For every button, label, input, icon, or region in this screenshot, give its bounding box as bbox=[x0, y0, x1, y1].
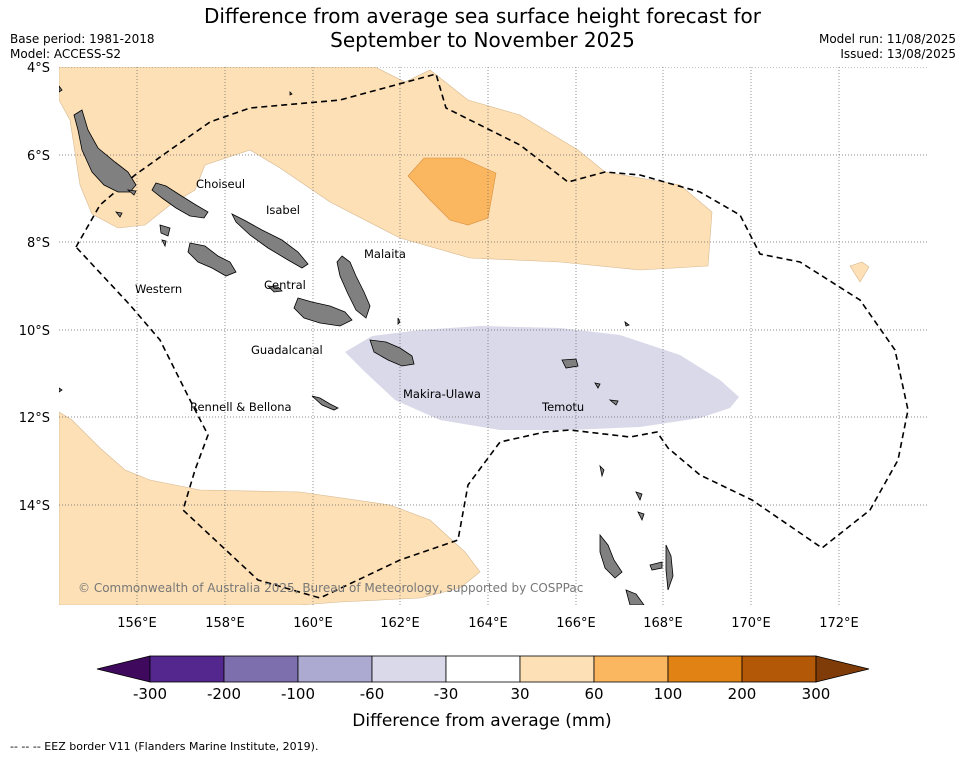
island-banks bbox=[635, 491, 643, 502]
colorbar-label: -60 bbox=[360, 685, 385, 703]
colorbar-arrow-low bbox=[96, 655, 151, 683]
island-rendova bbox=[161, 239, 167, 248]
lon-label: 172°E bbox=[819, 616, 859, 631]
model-run: Model run: 11/08/2025 bbox=[818, 32, 956, 46]
island-malakula bbox=[625, 589, 645, 605]
island-rennell bbox=[311, 395, 339, 411]
island-choiseul bbox=[151, 182, 209, 219]
title-line-1: Difference from average sea surface heig… bbox=[203, 4, 762, 28]
colorbar-segment bbox=[519, 655, 595, 683]
island-treasury bbox=[126, 189, 137, 196]
island-central bbox=[266, 285, 283, 293]
label-isabel: Isabel bbox=[266, 203, 300, 217]
lat-label: 10°S bbox=[19, 324, 50, 339]
island-bougainville bbox=[73, 109, 137, 193]
island-ambae bbox=[649, 561, 663, 571]
label-choiseul: Choiseul bbox=[196, 177, 245, 191]
colorbar-label: 60 bbox=[584, 685, 603, 703]
colorbar-segment bbox=[297, 655, 373, 683]
island-santa-cruz bbox=[561, 358, 579, 369]
anomaly-area-north bbox=[59, 67, 713, 271]
lon-axis: 156°E 158°E 160°E 162°E 164°E 166°E 168°… bbox=[117, 616, 859, 631]
lon-label: 170°E bbox=[731, 616, 771, 631]
label-temotu: Temotu bbox=[541, 400, 584, 414]
anomaly-area-negative bbox=[345, 326, 739, 430]
lat-axis: 4°S 6°S 8°S 10°S 12°S 14°S bbox=[19, 61, 50, 514]
colorbar-label: -200 bbox=[207, 685, 241, 703]
colorbar-segment bbox=[371, 655, 447, 683]
colorbar-segment bbox=[667, 655, 743, 683]
label-rennell: Rennell & Bellona bbox=[190, 400, 292, 414]
island-small-south bbox=[59, 387, 63, 393]
lon-label: 162°E bbox=[380, 616, 420, 631]
colorbar bbox=[96, 655, 870, 683]
island-tikopia bbox=[599, 464, 605, 478]
island-ontong bbox=[289, 91, 293, 96]
island-espiritu-santo bbox=[599, 533, 623, 579]
anomaly-area-east bbox=[849, 261, 870, 283]
anomaly-area-south bbox=[59, 411, 481, 605]
island-nissan bbox=[59, 85, 63, 93]
island-sikaiana bbox=[397, 317, 401, 325]
lon-label: 168°E bbox=[643, 616, 683, 631]
label-western: Western bbox=[135, 282, 182, 296]
colorbar-label: -30 bbox=[434, 685, 459, 703]
base-period: Base period: 1981-2018 bbox=[10, 32, 155, 46]
colorbar-label: -100 bbox=[281, 685, 315, 703]
island-utupua bbox=[594, 382, 601, 389]
colorbar-arrow-high bbox=[815, 655, 870, 683]
graticule bbox=[59, 67, 927, 605]
model-name: Model: ACCESS-S2 bbox=[10, 47, 122, 61]
map-copyright: © Commonwealth of Australia 2025, Bureau… bbox=[78, 581, 583, 595]
lon-label: 160°E bbox=[293, 616, 333, 631]
lon-label: 156°E bbox=[117, 616, 157, 631]
eez-legend: -- -- -- EEZ border V11 (Flanders Marine… bbox=[10, 740, 319, 753]
colorbar-segment bbox=[223, 655, 299, 683]
issued-date: Issued: 13/08/2025 bbox=[840, 47, 956, 61]
island-guadalcanal bbox=[293, 297, 353, 327]
colorbar-label: 300 bbox=[802, 685, 831, 703]
map-layers: © Commonwealth of Australia 2025, Bureau… bbox=[59, 67, 927, 605]
island-new-georgia bbox=[187, 242, 237, 277]
colorbar-title: Difference from average (mm) bbox=[352, 711, 611, 731]
colorbar-label: 200 bbox=[728, 685, 757, 703]
eez-border bbox=[75, 73, 909, 599]
run-info: Model run: 11/08/2025 Issued: 13/08/2025 bbox=[819, 32, 956, 62]
lat-label: 8°S bbox=[27, 236, 50, 251]
island-isabel bbox=[231, 213, 309, 269]
island-makira bbox=[369, 339, 415, 367]
province-labels: Choiseul Isabel Malaita Western Central … bbox=[135, 177, 584, 414]
lat-label: 4°S bbox=[27, 61, 50, 76]
map-title: Difference from average sea surface heig… bbox=[0, 4, 965, 52]
lat-label: 12°S bbox=[19, 411, 50, 426]
colorbar-labels: -300 -200 -100 -60 -30 30 60 100 200 300 bbox=[133, 685, 830, 703]
label-guadalcanal: Guadalcanal bbox=[251, 343, 323, 357]
lon-label: 164°E bbox=[468, 616, 508, 631]
colorbar-segment bbox=[593, 655, 669, 683]
colorbar-segment bbox=[445, 655, 521, 683]
colorbar-label: 30 bbox=[510, 685, 529, 703]
island-vella bbox=[159, 224, 171, 237]
island-shortland bbox=[115, 211, 123, 218]
model-info: Base period: 1981-2018 Model: ACCESS-S2 bbox=[10, 32, 155, 62]
island-torres bbox=[637, 511, 645, 522]
colorbar-label: 100 bbox=[654, 685, 683, 703]
colorbar-label: -300 bbox=[133, 685, 167, 703]
islands bbox=[59, 85, 674, 605]
island-malaita bbox=[336, 255, 371, 319]
island-duff bbox=[624, 321, 630, 327]
label-makira: Makira-Ulawa bbox=[403, 387, 481, 401]
colorbar-segment bbox=[149, 655, 225, 683]
island-pentecost bbox=[665, 544, 674, 591]
label-central: Central bbox=[264, 278, 306, 292]
lon-label: 158°E bbox=[205, 616, 245, 631]
title-line-2: September to November 2025 bbox=[330, 28, 635, 52]
lat-label: 14°S bbox=[19, 499, 50, 514]
label-malaita: Malaita bbox=[364, 247, 406, 261]
colorbar-segment bbox=[741, 655, 817, 683]
lat-label: 6°S bbox=[27, 149, 50, 164]
island-vanikoro bbox=[608, 399, 619, 406]
lon-label: 166°E bbox=[556, 616, 596, 631]
